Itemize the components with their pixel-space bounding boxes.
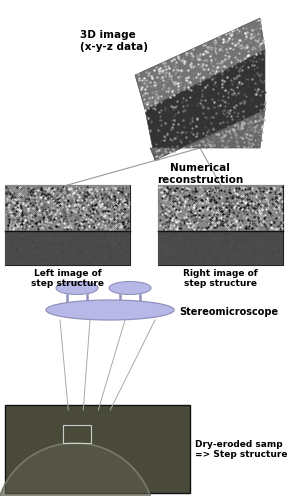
Bar [158,185,283,265]
Ellipse shape [109,282,151,295]
Bar [5,405,190,493]
Polygon shape [135,18,265,110]
Text: Numerical
reconstruction: Numerical reconstruction [157,163,243,185]
Bar [5,185,130,265]
Bar [63,425,91,443]
Text: 3D image
(x-y-z data): 3D image (x-y-z data) [80,30,148,52]
Bar [158,232,283,265]
Polygon shape [150,110,265,160]
Text: Right image of
step structure: Right image of step structure [183,269,258,288]
Polygon shape [145,50,265,160]
Ellipse shape [46,300,174,320]
Bar [158,185,283,232]
Text: Dry-eroded samp
=> Step structure: Dry-eroded samp => Step structure [195,440,288,459]
Polygon shape [0,443,190,496]
Bar [5,232,130,265]
Bar [5,185,130,232]
Text: Left image of
step structure: Left image of step structure [31,269,104,288]
Text: Stereomicroscope: Stereomicroscope [179,307,278,317]
Ellipse shape [56,282,98,295]
